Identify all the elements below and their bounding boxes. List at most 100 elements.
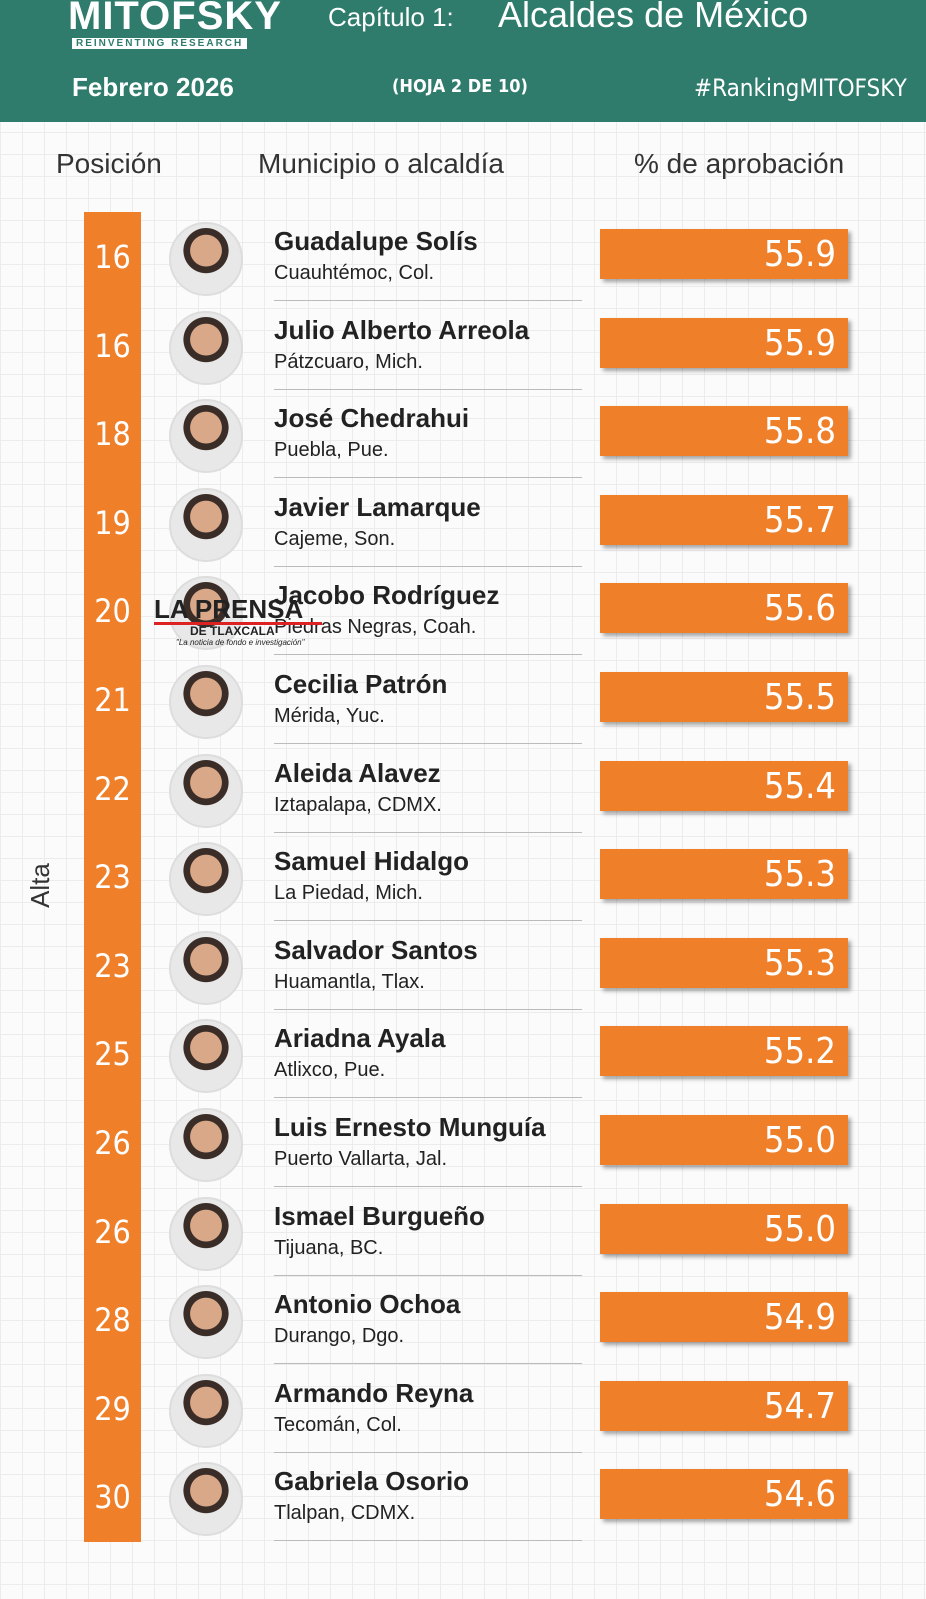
avatar (169, 1196, 243, 1271)
avatar (169, 310, 243, 385)
name: Salvador Santos (274, 934, 478, 965)
separator (274, 477, 582, 479)
rank: 19 (94, 503, 131, 542)
approval-value: 55.2 (763, 1031, 836, 1073)
approval-bar (600, 229, 848, 279)
place: Tijuana, BC. (274, 1236, 384, 1259)
name: Aleida Alavez (274, 757, 441, 788)
rank: 16 (94, 238, 131, 276)
name: Samuel Hidalgo (274, 846, 470, 877)
approval-value: 54.6 (763, 1474, 836, 1516)
place: La Piedad, Mich. (274, 882, 423, 905)
separator (274, 1186, 582, 1187)
avatar (169, 1108, 243, 1182)
avatar (169, 487, 243, 562)
column-header: Municipio o alcaldía (258, 148, 504, 179)
place: Atlixco, Pue. (274, 1059, 386, 1082)
separator (274, 300, 582, 301)
approval-value: 55.4 (763, 765, 836, 807)
place: Puebla, Pue. (274, 439, 389, 462)
column-header: Posición (56, 148, 162, 179)
rank: 16 (94, 326, 131, 365)
approval-bar (600, 1469, 848, 1520)
watermark-subtitle: DE TLAXCALA (190, 624, 275, 638)
place: Mérida, Yuc. (274, 705, 385, 727)
name: Guadalupe Solís (274, 226, 478, 256)
avatar (169, 399, 243, 474)
name: Jacobo Rodríguez (274, 580, 500, 611)
separator (274, 743, 582, 744)
approval-bar (600, 1203, 848, 1254)
rank: 29 (94, 1389, 131, 1428)
separator (274, 920, 582, 922)
name: Antonio Ochoa (274, 1289, 461, 1320)
separator (274, 831, 582, 833)
approval-bar (600, 760, 848, 811)
rank: 22 (94, 769, 131, 808)
avatar (169, 930, 243, 1005)
approval-bar (600, 406, 848, 457)
separator (274, 1540, 582, 1542)
approval-value: 55.3 (763, 854, 836, 896)
name: Cecilia Patrón (274, 669, 448, 699)
approval-bar (600, 1380, 848, 1431)
avatar (169, 222, 243, 296)
separator (274, 565, 582, 567)
chapter: Capítulo 1: (328, 2, 454, 32)
avatar (169, 753, 243, 828)
place: Cuauhtémoc, Col. (274, 262, 435, 284)
watermark-line (154, 622, 322, 625)
name: Luis Ernesto Munguía (274, 1112, 546, 1142)
rank: 25 (94, 1035, 131, 1074)
approval-bar (600, 1292, 848, 1343)
name: Ismael Burgueño (274, 1200, 485, 1231)
place: Tlalpan, CDMX. (274, 1502, 416, 1525)
avatar (169, 1462, 243, 1537)
rank: 30 (94, 1478, 131, 1517)
date: Febrero 2026 (72, 72, 234, 102)
approval-bar (600, 1115, 848, 1165)
approval-value: 54.7 (763, 1385, 836, 1427)
side-label: Alta (24, 863, 55, 908)
name: Julio Alberto Arreola (274, 314, 530, 345)
approval-value: 55.8 (763, 411, 836, 453)
rank: 28 (94, 1301, 131, 1340)
name: Gabriela Osorio (274, 1466, 470, 1497)
approval-value: 55.9 (763, 322, 836, 364)
hashtag: #RankingMITOFSKY (694, 74, 907, 102)
place: Puerto Vallarta, Jal. (274, 1148, 448, 1170)
separator (274, 388, 582, 390)
approval-bar (600, 317, 848, 368)
name: Ariadna Ayala (274, 1023, 446, 1054)
avatar (169, 1373, 243, 1448)
name: Armando Reyna (274, 1377, 474, 1408)
approval-value: 55.0 (763, 1208, 836, 1250)
sheet: (HOJA 2 DE 10) (392, 76, 528, 97)
watermark-tagline: "La noticia de fondo e investigación" (176, 638, 305, 647)
avatar (169, 1019, 243, 1094)
separator (274, 654, 582, 656)
rank: 20 (94, 592, 131, 631)
place: Huamantla, Tlax. (274, 970, 425, 993)
name: José Chedrahui (274, 403, 470, 434)
avatar (169, 1285, 243, 1360)
separator (274, 1451, 582, 1453)
place: Durango, Dgo. (274, 1325, 405, 1348)
approval-value: 55.5 (763, 677, 836, 718)
place: Piedras Negras, Coah. (274, 616, 477, 639)
approval-value: 55.3 (763, 942, 836, 984)
rank: 18 (94, 415, 131, 454)
rank: 23 (94, 858, 131, 897)
brand: MITOFSKY (68, 0, 282, 38)
avatar (169, 842, 243, 917)
watermark-title: LA PRENSA (154, 594, 304, 624)
approval-bar (600, 494, 848, 545)
approval-bar (600, 937, 848, 988)
approval-bar (600, 1026, 848, 1077)
separator (274, 1097, 582, 1099)
header: MITOFSKY REINVENTING RESEARCH Capítulo 1… (0, 0, 926, 122)
place: Pátzcuaro, Mich. (274, 350, 423, 373)
approval-value: 54.9 (763, 1297, 836, 1339)
separator (274, 1008, 582, 1010)
